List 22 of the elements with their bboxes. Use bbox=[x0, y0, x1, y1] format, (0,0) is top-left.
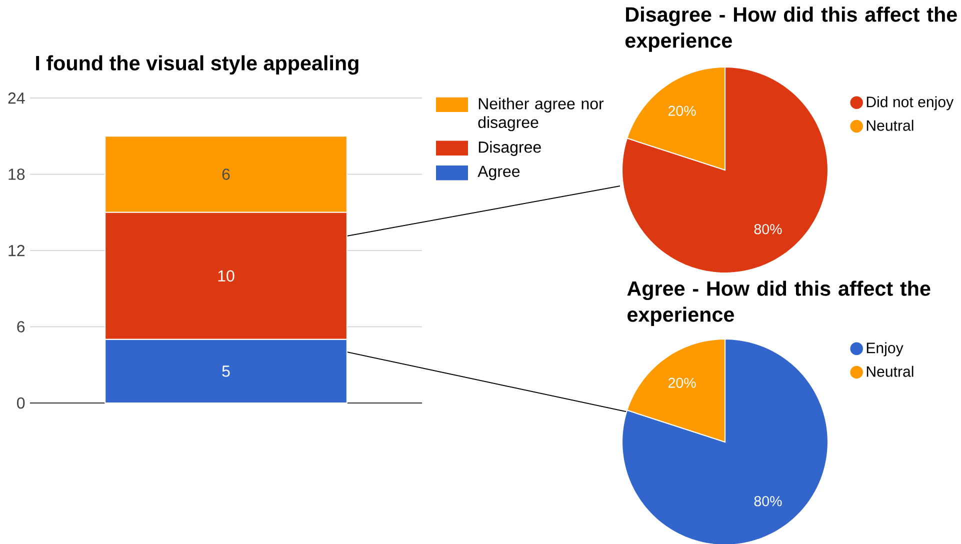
chart-title: Agree - How did this affect the experience bbox=[627, 280, 930, 326]
legend-label: Neutral bbox=[866, 120, 914, 131]
data-label: 20% bbox=[668, 106, 696, 116]
legend-label: Neither agree nor disagree bbox=[478, 98, 604, 132]
y-tick-label: 6 bbox=[17, 321, 25, 332]
y-tick-label: 12 bbox=[8, 244, 24, 256]
legend-label: Neutral bbox=[866, 366, 914, 377]
data-label: 10 bbox=[218, 270, 234, 282]
legend-label: Disagree bbox=[478, 141, 541, 156]
chart-title: Disagree - How did this affect the experience bbox=[625, 6, 957, 52]
data-label: 20% bbox=[668, 378, 696, 388]
legend-label: Enjoy bbox=[866, 342, 904, 356]
y-tick-label: 18 bbox=[8, 168, 25, 180]
y-tick-label: 24 bbox=[8, 92, 25, 104]
y-tick-label: 0 bbox=[17, 397, 25, 409]
data-label: 5 bbox=[222, 366, 230, 377]
chart-title: I found the visual style appealing bbox=[36, 55, 358, 75]
legend-label: Did not enjoy bbox=[866, 96, 954, 110]
data-label: 80% bbox=[754, 496, 782, 506]
data-label: 80% bbox=[754, 224, 782, 234]
data-label: 6 bbox=[222, 168, 230, 180]
legend-label: Agree bbox=[478, 166, 520, 180]
